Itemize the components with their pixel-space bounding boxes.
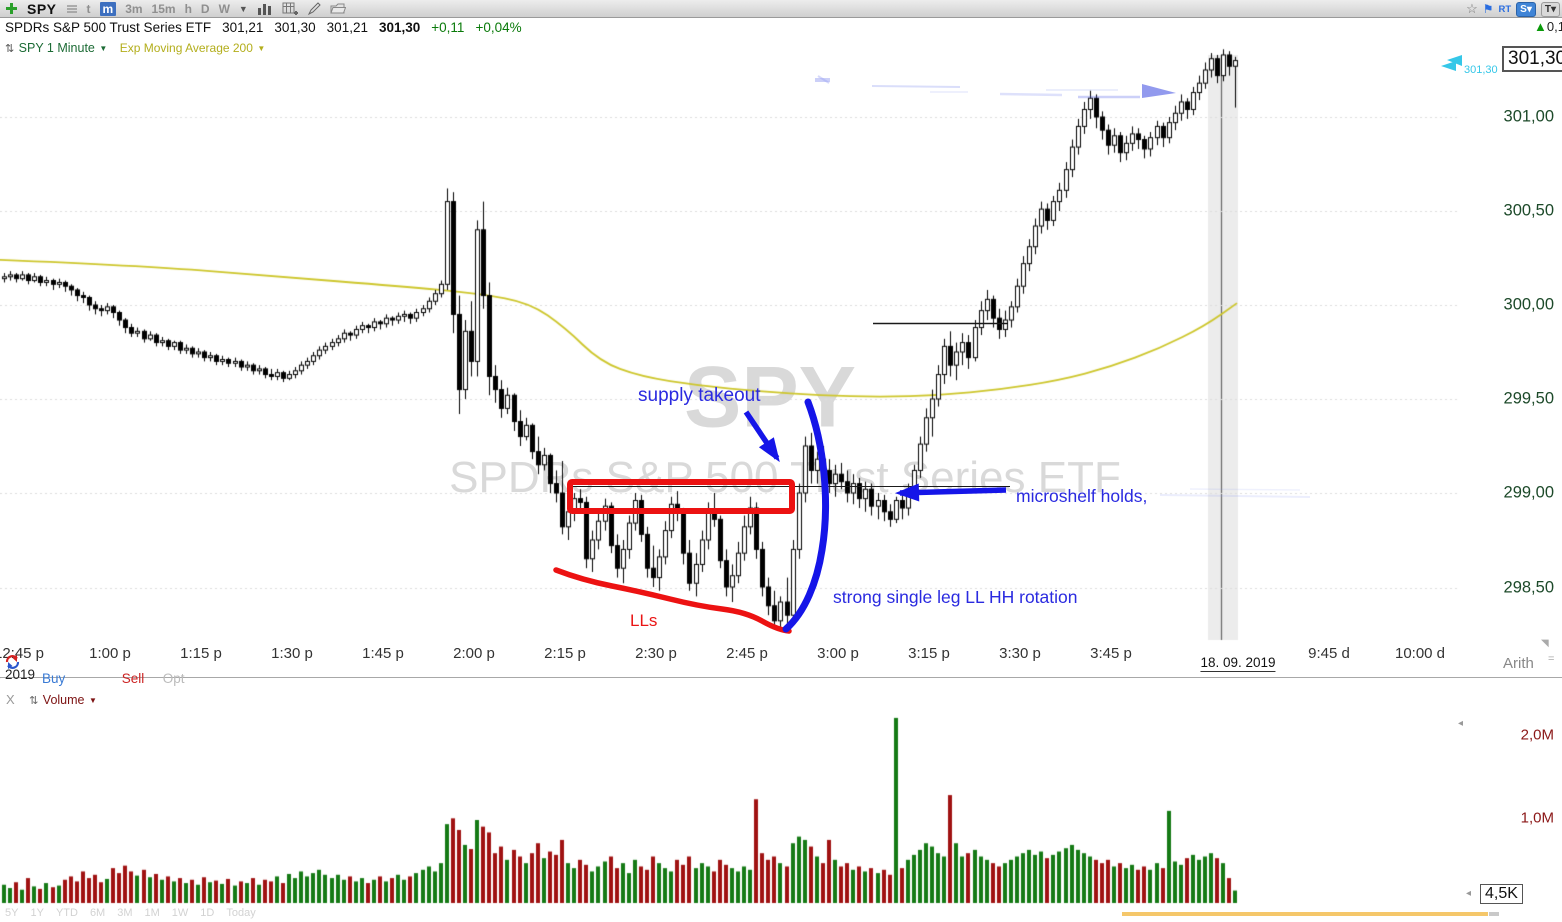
scale-type-label[interactable]: Arith	[1503, 655, 1534, 672]
axis-corner-icon[interactable]: ◥	[1541, 638, 1549, 649]
range-button-today[interactable]: Today	[226, 907, 256, 919]
annotation-lls[interactable]: LLs	[630, 611, 658, 630]
current-price-box: 301,30	[1502, 46, 1562, 72]
volume-move-icon[interactable]: ⇅	[29, 695, 39, 707]
horizontal-scrollbar-notch[interactable]	[1489, 912, 1499, 916]
annotation-microshelf[interactable]: microshelf holds,	[1016, 486, 1148, 506]
annotation-supply-takeout[interactable]: supply takeout	[638, 385, 761, 406]
range-button-1y[interactable]: 1Y	[30, 907, 44, 919]
buy-button[interactable]: Buy	[42, 671, 66, 686]
trade-bar: Buy Sell Opt	[4, 654, 184, 688]
volume-pane-header: X ⇅ Volume ▼	[6, 691, 97, 709]
current-volume-box: 4,5K	[1480, 884, 1523, 904]
options-button[interactable]: Opt	[162, 671, 185, 686]
sell-button[interactable]: Sell	[121, 671, 145, 686]
range-selector: 5Y 1Y YTD 6M 3M 1M 1W 1D Today	[5, 907, 256, 919]
current-price-cyan-label: 301,30	[1464, 64, 1498, 76]
partial-date-label: 8, 2019	[0, 667, 36, 682]
range-button-6m[interactable]: 6M	[89, 907, 106, 919]
volume-close-button[interactable]: X	[6, 692, 15, 707]
volume-pane-title[interactable]: Volume	[42, 693, 85, 707]
volume-axis-arrow-icon[interactable]: ◂	[1458, 718, 1464, 729]
annotation-rotation[interactable]: strong single leg LL HH rotation	[833, 587, 1078, 607]
range-button-1d[interactable]: 1D	[200, 907, 215, 919]
range-button-5y[interactable]: 5Y	[5, 907, 19, 919]
pane-divider[interactable]	[0, 677, 1562, 678]
range-button-3m[interactable]: 3M	[117, 907, 133, 919]
session-date-label[interactable]: 18. 09. 2019	[1200, 655, 1276, 672]
volume-current-arrow-icon: ◂	[1466, 888, 1472, 899]
range-button-ytd[interactable]: YTD	[55, 907, 78, 919]
refresh-trade-icon[interactable]	[4, 654, 21, 670]
range-button-1m[interactable]: 1M	[144, 907, 160, 919]
volume-dropdown-icon[interactable]: ▼	[88, 696, 97, 705]
range-button-1w[interactable]: 1W	[171, 907, 189, 919]
scale-menu-icon[interactable]: =	[1548, 653, 1555, 665]
horizontal-scrollbar-thumb[interactable]	[1122, 912, 1488, 916]
